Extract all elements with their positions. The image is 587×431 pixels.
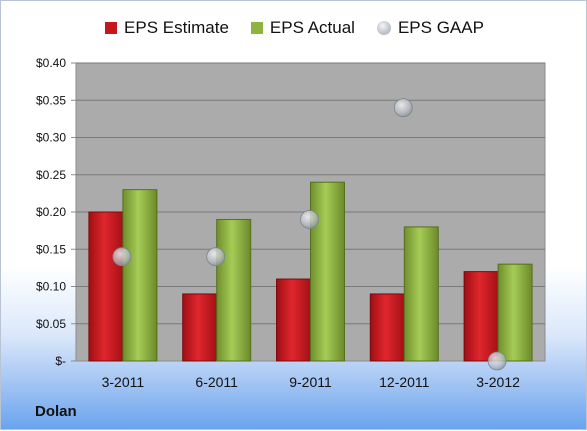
gaap-point xyxy=(393,98,413,118)
legend-swatch-actual xyxy=(250,22,263,34)
x-tick-label: 3-2012 xyxy=(476,374,520,390)
legend-item-eps-estimate: EPS Estimate xyxy=(105,18,229,38)
y-tick-label: $0.15 xyxy=(36,242,66,256)
actual-bar xyxy=(497,263,533,362)
source-label: Dolan xyxy=(35,403,77,420)
gaap-point xyxy=(206,247,226,267)
estimate-bar xyxy=(88,211,124,362)
y-tick-label: $0.20 xyxy=(36,205,66,219)
bars xyxy=(88,181,533,362)
x-tick-label: 3-2011 xyxy=(102,374,145,390)
y-axis-ticks: $- $0.05 $0.10 $0.15 $0.20 $0.25 $0.30 $0.35 $0.… xyxy=(36,56,76,368)
gaap-points xyxy=(112,98,507,371)
legend-label-actual: EPS Actual xyxy=(269,18,355,37)
legend-item-eps-actual: EPS Actual xyxy=(250,18,355,38)
actual-bar xyxy=(216,218,252,362)
y-tick-label: $- xyxy=(55,354,66,368)
legend-swatch-estimate xyxy=(105,22,118,34)
y-tick-label: $0.05 xyxy=(36,317,66,331)
gaap-point xyxy=(112,247,132,267)
legend-item-eps-gaap: EPS GAAP xyxy=(376,18,484,38)
y-tick-label: $0.25 xyxy=(36,168,66,182)
actual-bar xyxy=(403,226,439,362)
x-axis-ticks: 3-2011 6-2011 9-2011 12-2011 3-2012 xyxy=(102,374,520,390)
y-tick-label: $0.40 xyxy=(36,56,66,70)
x-tick-label: 9-2011 xyxy=(289,374,332,390)
legend-label-gaap: EPS GAAP xyxy=(397,18,484,37)
y-tick-label: $0.10 xyxy=(36,280,66,294)
actual-bar xyxy=(310,181,345,362)
estimate-bar xyxy=(276,278,311,362)
legend: EPS Estimate EPS Actual EPS GAAP xyxy=(1,18,587,38)
estimate-bar xyxy=(369,293,405,362)
gaap-point xyxy=(300,210,319,229)
legend-label-estimate: EPS Estimate xyxy=(124,18,229,37)
gaap-point xyxy=(487,351,507,371)
x-tick-label: 12-2011 xyxy=(379,374,430,390)
x-tick-label: 6-2011 xyxy=(195,374,238,390)
legend-swatch-gaap xyxy=(376,21,391,35)
estimate-bar xyxy=(182,293,218,362)
y-tick-label: $0.30 xyxy=(36,131,66,145)
y-tick-label: $0.35 xyxy=(36,93,66,107)
actual-bar xyxy=(122,189,158,362)
estimate-bar xyxy=(463,271,499,362)
